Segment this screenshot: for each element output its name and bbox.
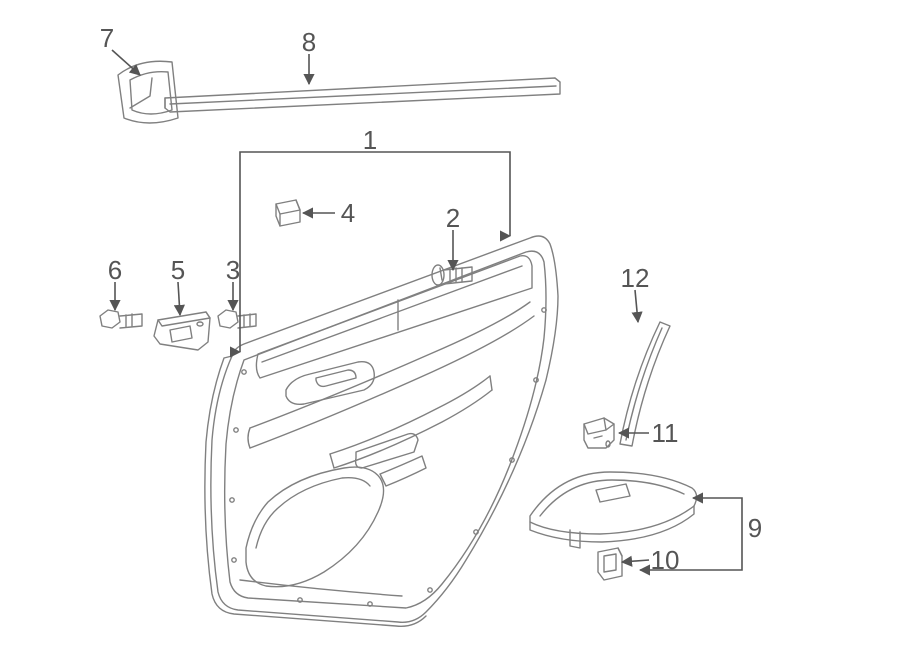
callout-label-3: 3 [226,257,240,283]
leader-9 [693,498,742,528]
leader-7 [112,50,140,75]
diagram-stage: 123456789101112 [0,0,900,661]
leader-5 [178,282,180,315]
leader-lines [0,0,900,661]
leader-10 [622,560,649,562]
leader-1 [240,152,370,352]
callout-label-10: 10 [651,547,680,573]
leader-12 [635,290,638,322]
callout-label-5: 5 [171,257,185,283]
leader-1 [370,152,510,236]
callout-label-4: 4 [341,200,355,226]
callout-label-7: 7 [100,25,114,51]
callout-label-11: 11 [652,420,679,446]
callout-label-12: 12 [621,265,650,291]
callout-label-6: 6 [108,257,122,283]
callout-label-2: 2 [446,205,460,231]
callout-label-8: 8 [302,29,316,55]
callout-label-1: 1 [363,127,377,153]
callout-label-9: 9 [748,515,762,541]
